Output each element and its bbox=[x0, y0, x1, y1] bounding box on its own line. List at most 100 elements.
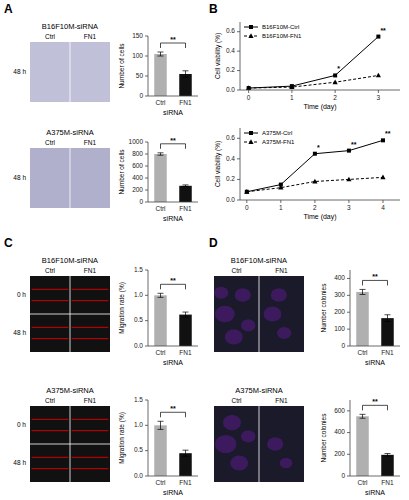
significance-label: ** bbox=[170, 36, 176, 43]
y-tick-label: 200 bbox=[132, 186, 143, 193]
bar bbox=[154, 154, 167, 202]
line-chart: 0.00.20.40.6Cell viability (%)Time (day)… bbox=[214, 128, 400, 221]
panel-label: D bbox=[209, 236, 218, 250]
y-axis-label: Cell viability (%) bbox=[214, 141, 222, 187]
y-tick bbox=[347, 329, 350, 330]
x-tick bbox=[314, 200, 315, 203]
y-tick bbox=[347, 346, 350, 347]
y-tick-label: 100 bbox=[132, 52, 143, 59]
x-tick-label: Ctrl bbox=[155, 99, 166, 106]
image-panel-group: A375M-siRNACtrlFN1 bbox=[214, 386, 304, 482]
column-label: FN1 bbox=[84, 139, 97, 146]
colony bbox=[214, 287, 228, 299]
error-bar bbox=[158, 153, 164, 155]
column-label: Ctrl bbox=[45, 139, 56, 146]
wound-edge bbox=[72, 457, 109, 458]
x-tick-label: FN1 bbox=[381, 479, 394, 486]
y-tick bbox=[237, 158, 240, 159]
x-axis-label: siRNA bbox=[163, 109, 183, 116]
y-tick-label: 0.0 bbox=[134, 342, 143, 349]
y-tick-label: 100 bbox=[334, 325, 345, 332]
error-bar bbox=[385, 454, 391, 457]
annotation: * bbox=[337, 65, 340, 72]
y-tick bbox=[347, 432, 350, 433]
y-tick bbox=[145, 190, 148, 191]
row-label: 48 h bbox=[13, 459, 26, 466]
wound-edge bbox=[72, 327, 109, 328]
series-line bbox=[249, 75, 379, 88]
y-tick bbox=[145, 142, 148, 143]
legend-marker bbox=[249, 25, 253, 29]
y-axis bbox=[148, 400, 149, 476]
bar bbox=[154, 425, 167, 476]
x-tick-label: 0 bbox=[245, 204, 249, 211]
image-title: A375M-siRNA bbox=[46, 128, 94, 137]
line-chart: 0.00.20.40.6Cell viability (%)Time (day)… bbox=[214, 22, 400, 111]
y-axis bbox=[350, 400, 351, 476]
y-tick-label: 400 bbox=[132, 174, 143, 181]
error-bar bbox=[158, 293, 164, 297]
image-title: B16F10M-siRNA bbox=[42, 256, 98, 265]
x-axis-label: Time (day) bbox=[303, 213, 336, 221]
error-bar bbox=[183, 312, 189, 317]
annotation: ** bbox=[351, 141, 357, 148]
column-label: Ctrl bbox=[231, 267, 242, 274]
y-tick-label: 0.5 bbox=[134, 446, 143, 453]
y-tick-label: 200 bbox=[334, 450, 345, 457]
wound-edge bbox=[72, 468, 109, 469]
bar-chart: 0100200300400Number coloniessiRNACtrlFN1… bbox=[320, 270, 400, 366]
bar-chart: 0200400600Number coloniessiRNACtrlFN1** bbox=[320, 398, 400, 496]
y-tick bbox=[237, 51, 240, 52]
column-label: FN1 bbox=[275, 397, 288, 404]
point bbox=[278, 185, 283, 190]
wound-edge bbox=[72, 430, 109, 431]
bar bbox=[154, 54, 167, 96]
y-tick bbox=[145, 178, 148, 179]
y-tick bbox=[145, 425, 148, 426]
y-tick-label: 300 bbox=[334, 291, 345, 298]
x-tick-label: 2 bbox=[313, 204, 317, 211]
y-tick bbox=[145, 320, 148, 321]
significance-label: ** bbox=[170, 405, 176, 412]
column-label: Ctrl bbox=[45, 267, 56, 274]
marks bbox=[356, 289, 394, 346]
x-tick-label: 3 bbox=[347, 204, 351, 211]
colony bbox=[215, 435, 237, 453]
image-panel-group: A375M-siRNACtrlFN148 h bbox=[13, 128, 110, 208]
y-tick-label: 0.6 bbox=[226, 27, 235, 34]
x-tick-label: FN1 bbox=[179, 349, 192, 356]
image-content bbox=[214, 287, 291, 345]
bar bbox=[356, 292, 369, 346]
y-tick bbox=[237, 200, 240, 201]
image-panel bbox=[30, 148, 110, 208]
significance-label: ** bbox=[372, 398, 378, 405]
x-tick-label: 1 bbox=[290, 94, 294, 101]
bar bbox=[381, 455, 394, 476]
marks bbox=[154, 153, 192, 202]
image-panel-group: B16F10M-siRNACtrlFN1 bbox=[214, 256, 304, 352]
marks bbox=[244, 138, 385, 193]
y-tick-label: 1000 bbox=[129, 138, 144, 145]
bar-chart: 0.00.51.01.5Migration rate (%)siRNACtrlF… bbox=[118, 396, 198, 496]
error-bar bbox=[158, 52, 164, 56]
x-tick-label: FN1 bbox=[179, 205, 192, 212]
wound-edge bbox=[32, 289, 69, 290]
x-tick-label: FN1 bbox=[179, 479, 192, 486]
error-bar bbox=[360, 289, 366, 294]
colony bbox=[223, 415, 241, 430]
wound-edge bbox=[72, 300, 109, 301]
legend-label: A375M-FN1 bbox=[262, 139, 295, 145]
x-tick bbox=[335, 90, 336, 93]
y-tick-label: 0 bbox=[341, 472, 345, 479]
colony bbox=[277, 327, 291, 339]
significance-label: ** bbox=[372, 273, 378, 280]
divider bbox=[259, 406, 260, 482]
legend-label: B16F10M-FN1 bbox=[262, 33, 302, 39]
y-tick-label: 400 bbox=[334, 428, 345, 435]
y-tick-label: 50 bbox=[136, 72, 144, 79]
y-axis bbox=[148, 36, 149, 96]
point bbox=[381, 138, 385, 142]
significance-bracket bbox=[363, 405, 388, 410]
bar bbox=[179, 453, 192, 476]
bar bbox=[356, 416, 369, 476]
